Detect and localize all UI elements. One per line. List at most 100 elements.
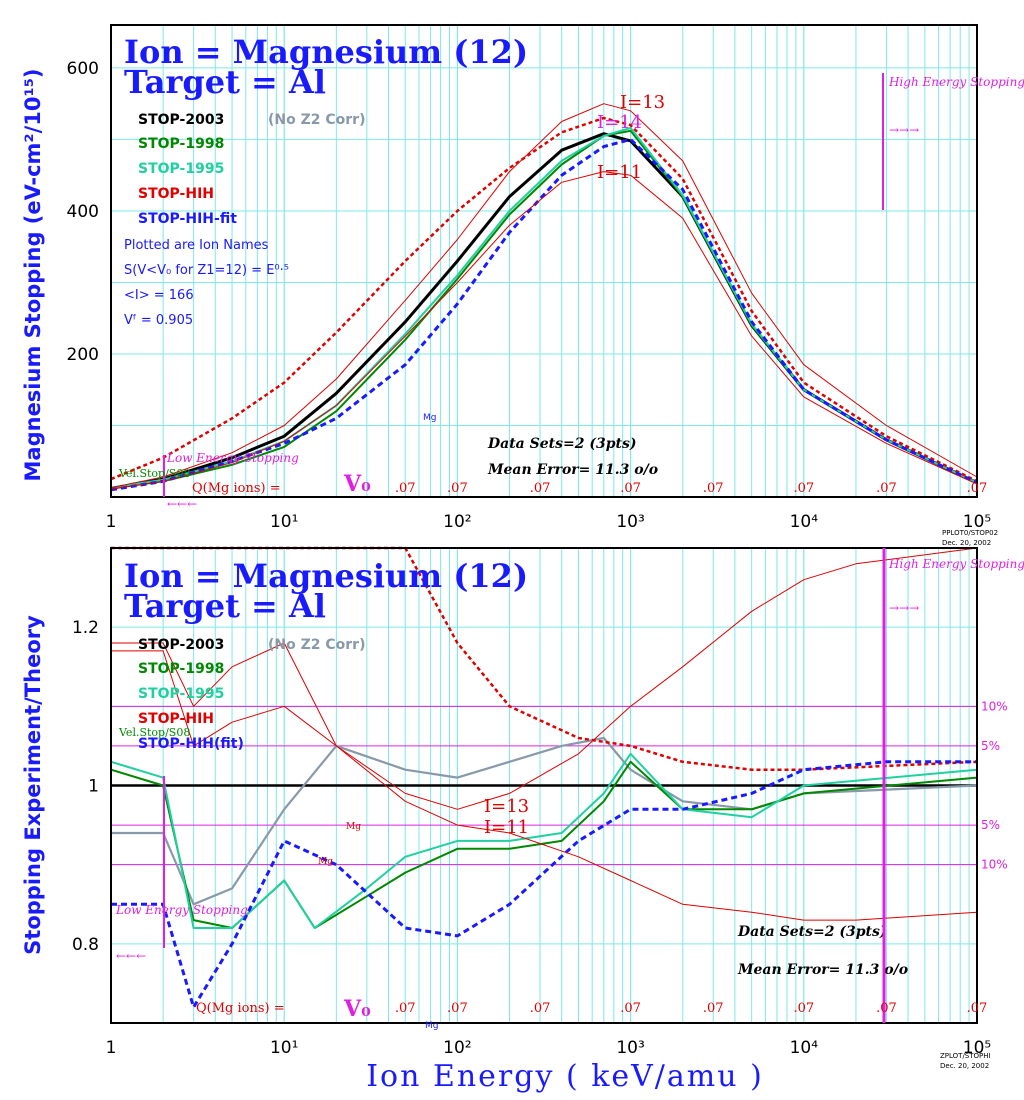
- x-tick-label: 10⁵: [963, 1038, 991, 1058]
- plot-id: ZPLOT/STOPHI: [940, 1052, 991, 1060]
- bottom-ticks: 0.8 1 1.2: [72, 618, 99, 955]
- reference-line-label: 10%: [981, 858, 1008, 872]
- series-line-stop-hih-fit: [111, 760, 977, 1009]
- top-legend-entry: STOP-1995: [138, 161, 224, 177]
- q-value-label: .07: [967, 481, 988, 496]
- plot-date: Dec. 20, 2002: [942, 539, 991, 547]
- bottom-legend: STOP-2003 (No Z2 Corr) STOP-1998 STOP-19…: [138, 637, 365, 752]
- ion-marker-mg: Mg: [346, 822, 361, 832]
- vel-stop-label: Vel.Stop/S08: [118, 726, 190, 739]
- bottom-legend-entry: STOP-2003: [138, 637, 224, 653]
- series-line-i-11: [111, 642, 978, 921]
- low-energy-label: Low Energy Stopping: [115, 903, 248, 917]
- x-tick-label: 10⁴: [790, 1038, 819, 1058]
- y-tick-label: 200: [67, 345, 99, 365]
- y-tick-label: 1.2: [72, 618, 99, 638]
- low-energy-arrows: ←←←: [167, 497, 197, 511]
- y-tick-label: 1: [88, 777, 99, 797]
- top-grid: [111, 25, 977, 497]
- q-label: Q(Mg ions) =: [196, 1001, 285, 1016]
- top-frame: [110, 24, 978, 498]
- mean-error-label: Mean Error= 11.3 o/o: [487, 462, 658, 478]
- q-value-label: .07: [703, 481, 724, 496]
- curve-label-i13: I=13: [484, 796, 529, 817]
- q-label: Q(Mg ions) =: [192, 481, 281, 496]
- bottom-x-ticks: 1 10¹ 10² 10³ 10⁴ 10⁵: [106, 1038, 992, 1058]
- x-tick-label: 10³: [616, 512, 644, 532]
- top-y-axis-label: Magnesium Stopping (eV-cm²/10¹⁵): [21, 69, 45, 482]
- top-legend-entry: STOP-2003: [138, 112, 224, 128]
- bottom-legend-entry: STOP-HIH(fit): [138, 736, 244, 752]
- v0-label: V₀: [343, 471, 371, 497]
- q-value-label: .07: [793, 1001, 814, 1016]
- x-tick-label: 10¹: [270, 512, 298, 532]
- series-line-i-13: [110, 103, 978, 489]
- bottom-legend-entry: STOP-HIH: [138, 711, 214, 727]
- q-value-label: .07: [793, 481, 814, 496]
- series-line-stop-1998: [110, 760, 978, 929]
- vel-stop-label: Vel.Stop/S08: [118, 467, 190, 480]
- bottom-panel: 10% 5% 5% 10% 0.8 1 1.2 1 10¹ 10² 10³ 10⁴ 10⁵ Ion …: [72, 546, 1024, 1070]
- y-tick-label: 400: [67, 202, 99, 222]
- top-subtitle: Target = Al: [124, 63, 326, 101]
- x-tick-label: 10²: [443, 512, 471, 532]
- q-value-label: .07: [967, 1001, 988, 1016]
- top-legend-note: (No Z2 Corr): [268, 112, 365, 128]
- q-value-label: .07: [876, 1001, 897, 1016]
- bottom-legend-entry: STOP-1995: [138, 686, 224, 702]
- x-tick-label: 10³: [616, 1038, 644, 1058]
- x-tick-label: 10⁵: [963, 512, 991, 532]
- q-value-label: .07: [395, 1001, 416, 1016]
- ion-marker-mg: Mg: [423, 413, 436, 423]
- plot-date: Dec. 20, 2002: [940, 1062, 989, 1070]
- reference-line-label: 10%: [981, 699, 1008, 713]
- reference-line-label: 5%: [981, 739, 1000, 753]
- q-value-label: .07: [620, 1001, 641, 1016]
- q-value-label: .07: [703, 1001, 724, 1016]
- high-energy-arrows: →→→: [889, 123, 919, 137]
- reference-line-label: 5%: [981, 818, 1000, 832]
- info-line: Plotted are Ion Names: [124, 238, 269, 253]
- q-value-label: .07: [447, 1001, 468, 1016]
- x-tick-label: 10¹: [270, 1038, 298, 1058]
- top-x-ticks: 1 10¹ 10² 10³ 10⁴ 10⁵: [106, 512, 992, 532]
- curve-label-i13: I=13: [620, 92, 665, 113]
- series-line-i-11: [110, 171, 978, 490]
- top-ticks: 200 400 600: [67, 59, 99, 365]
- top-series: [110, 103, 978, 492]
- series-line-stop-2003-no-z2-corr: [111, 736, 978, 906]
- info-line: <I> = 166: [124, 288, 194, 303]
- info-line: Vᶠ = 0.905: [124, 313, 193, 328]
- low-energy-arrows: ←←←: [116, 949, 146, 963]
- y-tick-label: 0.8: [72, 935, 99, 955]
- curve-label-i11: I=11: [597, 162, 642, 183]
- v0-label: V₀: [343, 996, 371, 1022]
- plot-id: PPLOT0/STOP02: [942, 529, 998, 537]
- q-value-label: .07: [876, 481, 897, 496]
- bottom-subtitle: Target = Al: [124, 587, 326, 625]
- bottom-y-axis-label: Stopping Experiment/Theory: [21, 615, 45, 955]
- x-tick-label: 1: [106, 1038, 117, 1058]
- series-line-i-13: [111, 547, 978, 810]
- q-value-label: .07: [395, 481, 416, 496]
- bottom-legend-note: (No Z2 Corr): [268, 637, 365, 653]
- data-sets-label: Data Sets=2 (3pts): [487, 436, 636, 452]
- info-line: S(V<V₀ for Z1=12) = E⁰·⁵: [124, 263, 289, 278]
- q-values: .07 .07 .07 .07 .07 .07 .07 .07: [395, 1001, 987, 1016]
- q-value-label: .07: [530, 1001, 551, 1016]
- q-value-label: .07: [620, 481, 641, 496]
- top-info: Plotted are Ion Names S(V<V₀ for Z1=12) …: [124, 238, 289, 328]
- bottom-reference-lines: 10% 5% 5% 10%: [111, 699, 1008, 872]
- top-panel: 200 400 600 1 10¹ 10² 10³ 10⁴ 10⁵ Ion = Magnesi…: [67, 24, 1024, 547]
- x-axis-label: Ion Energy ( keV/amu ): [366, 1059, 764, 1094]
- curve-label-i14: I=14: [597, 112, 642, 133]
- x-tick-label: 10²: [443, 1038, 471, 1058]
- series-line-stop-1998: [110, 129, 978, 490]
- top-title: Ion = Magnesium (12): [124, 33, 528, 71]
- ion-marker-mg: Mg: [318, 857, 333, 867]
- q-value-label: .07: [447, 481, 468, 496]
- bottom-frame: [110, 547, 978, 1024]
- top-legend-entry: STOP-HIH: [138, 186, 214, 202]
- high-energy-label: High Energy Stopping: [888, 557, 1024, 571]
